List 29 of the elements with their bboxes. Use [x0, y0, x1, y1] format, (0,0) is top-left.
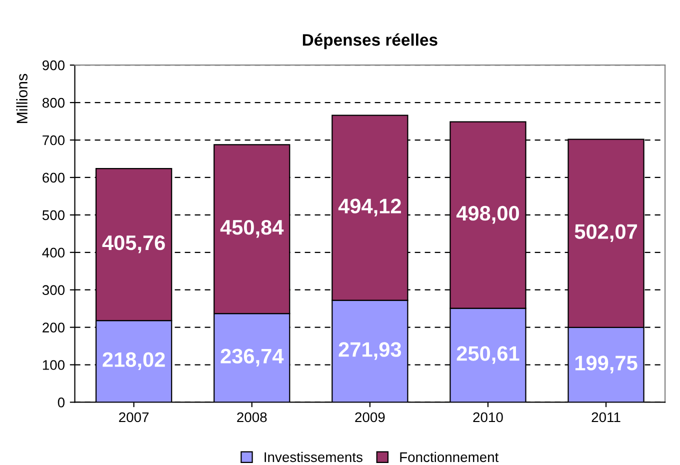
y-tick-label: 800 — [42, 98, 65, 108]
y-tick-label: 300 — [42, 285, 65, 296]
y-tick-label: 100 — [42, 360, 65, 370]
legend-label: Investissements — [264, 452, 362, 462]
data-label: 250,61 — [456, 346, 520, 364]
data-label: 405,76 — [102, 235, 165, 254]
data-label: 236,74 — [220, 348, 284, 366]
y-tick-label: 0 — [58, 398, 65, 408]
y-tick-label: 400 — [42, 248, 65, 258]
data-label: 450,84 — [220, 220, 284, 238]
y-tick-label: 900 — [42, 60, 65, 70]
data-label: 502,07 — [574, 224, 637, 242]
y-tick-label: 200 — [42, 322, 65, 332]
data-label: 494,12 — [338, 198, 401, 216]
y-tick-label: 500 — [42, 210, 65, 220]
data-label: 271,93 — [338, 342, 402, 360]
chart-title: Dépenses réelles — [302, 33, 438, 50]
data-label: 218,02 — [102, 352, 165, 370]
data-label: 498,00 — [456, 206, 519, 224]
x-tick-label: 2008 — [237, 412, 267, 422]
x-tick-label: 2011 — [592, 412, 620, 422]
y-axis-title: Millions — [16, 74, 28, 124]
legend-label: Fonctionnement — [400, 452, 499, 462]
data-label: 199,75 — [575, 356, 638, 374]
x-tick-label: 2009 — [355, 412, 385, 422]
y-tick-label: 600 — [42, 172, 65, 183]
x-tick-label: 2007 — [119, 412, 149, 422]
y-tick-label: 700 — [42, 135, 65, 146]
x-tick-label: 2010 — [473, 412, 503, 422]
